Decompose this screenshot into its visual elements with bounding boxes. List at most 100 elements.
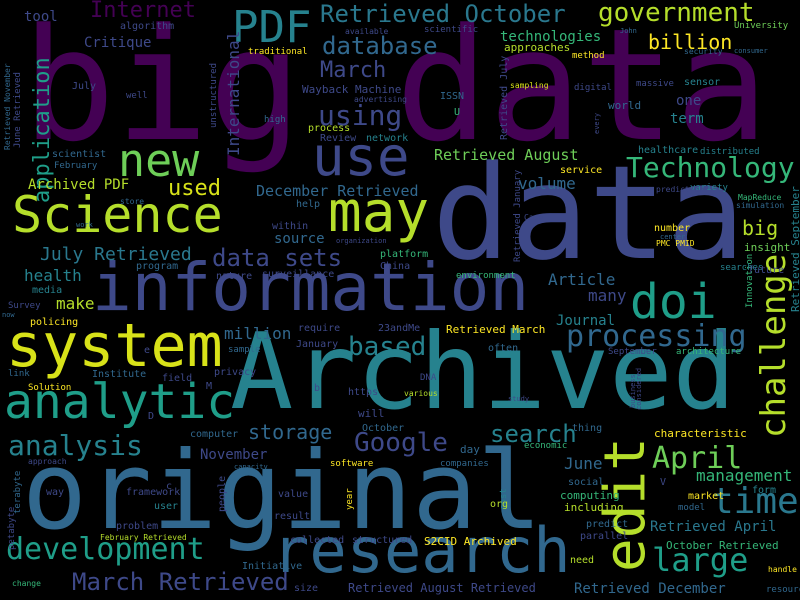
word-use: use — [312, 125, 410, 188]
word-big: big — [742, 216, 779, 240]
word-retrieved-december: Retrieved December — [574, 581, 726, 597]
word-social: social — [568, 477, 605, 488]
word-surveillance: surveillance — [262, 269, 335, 280]
word-environment: environment — [456, 271, 516, 281]
word-c: c — [166, 481, 173, 492]
word-study: study — [508, 395, 530, 403]
word-network: network — [366, 133, 409, 144]
word-used: used — [168, 176, 221, 201]
word-insight: insight — [744, 241, 791, 254]
word-business: business — [629, 374, 637, 408]
word-way: way — [46, 487, 65, 498]
word-archived: Archived — [230, 311, 736, 433]
word-retrieved-november: Retrieved November — [3, 63, 12, 150]
word-doi: doi — [630, 274, 717, 330]
word-data: data — [432, 137, 746, 289]
word-characteristic: characteristic — [654, 427, 747, 440]
word-computing: computing — [560, 489, 620, 502]
word-algorithm: algorithm — [120, 21, 175, 32]
word-september: September — [608, 347, 657, 357]
word-result: result — [274, 511, 311, 522]
word-approaches: approaches — [504, 41, 571, 54]
word-traditional: traditional — [248, 47, 308, 57]
word-b: b — [314, 383, 321, 394]
word-u: U — [454, 107, 461, 118]
word-often: often — [488, 343, 519, 354]
word-approach: approach — [28, 457, 67, 466]
word-including: including — [564, 501, 624, 514]
word-parallel: parallel — [580, 531, 629, 542]
word-health: health — [24, 266, 82, 285]
word-storage: storage — [248, 420, 333, 444]
word-https: https — [348, 387, 379, 398]
word-july-retrieved: July Retrieved — [40, 244, 192, 265]
word-internet: Internet — [90, 0, 196, 23]
word-critique: Critique — [84, 35, 152, 51]
word-change: change — [12, 579, 41, 588]
word-one: one — [676, 93, 702, 109]
word-original: original — [22, 429, 543, 554]
word-initiative: Initiative — [242, 561, 303, 572]
word-issn: ISSN — [440, 91, 465, 102]
word-economic: economic — [524, 441, 568, 451]
word-capacity: capacity — [234, 463, 268, 471]
word-simulation: simulation — [736, 201, 785, 210]
word-model: model — [678, 503, 706, 513]
word-nature: nature — [216, 271, 253, 282]
word-source: source — [274, 231, 325, 247]
word-retrieved-april: Retrieved April — [650, 519, 777, 535]
word-software: software — [330, 459, 374, 469]
word-framework: framework — [126, 487, 181, 498]
word-institute: Institute — [92, 369, 147, 380]
word-international: International — [224, 30, 243, 156]
word-volume: volume — [518, 174, 576, 193]
word-organization: organization — [336, 237, 387, 245]
word-companies: companies — [440, 459, 489, 469]
word-need: need — [570, 555, 595, 566]
word-retrieved-january: Retrieved January — [513, 169, 523, 262]
word-dna: DNA — [420, 373, 437, 383]
word-database: database — [322, 32, 438, 60]
word-platform: platform — [380, 249, 429, 260]
word-term: term — [670, 111, 704, 127]
word-various: various — [404, 389, 438, 398]
word-technology: Technology — [626, 151, 795, 184]
word-large: large — [652, 541, 749, 579]
word-using: using — [318, 99, 403, 132]
word-information: information — [92, 249, 530, 326]
word-development: development — [6, 532, 205, 567]
word-center: center — [660, 233, 686, 241]
word-analysis: analysis — [8, 429, 143, 462]
word-structured: structured — [352, 535, 413, 546]
word-big-data: big data — [22, 0, 769, 176]
word-world: world — [608, 99, 642, 112]
word-considered: considered — [635, 367, 643, 410]
word-new: new — [118, 134, 200, 187]
word-media: media — [32, 285, 63, 296]
word-government: government — [598, 0, 755, 28]
word-resource: resource — [766, 585, 800, 595]
word-will: will — [358, 407, 385, 420]
word-s2cid-archived: S2CID Archived — [424, 535, 517, 548]
word-based: based — [348, 332, 427, 362]
word-many: many — [588, 286, 627, 305]
word-pdf: PDF — [232, 2, 312, 53]
word-article: Article — [548, 270, 616, 289]
word-number: number — [654, 223, 691, 234]
word-security: security — [684, 47, 723, 56]
word-problem: problem — [116, 521, 159, 532]
word-may: may — [328, 180, 430, 245]
word-now: now — [2, 311, 15, 319]
word-technologies: technologies — [500, 29, 602, 45]
word-link: link — [8, 369, 30, 379]
word-wayback-machine: Wayback Machine — [302, 83, 402, 96]
word-searches: searches — [720, 263, 764, 273]
word-retrieved-july: Retrieved July — [499, 55, 510, 140]
word-within: within — [272, 221, 309, 232]
word-high: high — [264, 115, 286, 125]
word-mapreduce: MapReduce — [738, 193, 782, 202]
word-china: China — [380, 261, 411, 272]
word-sensor: sensor — [684, 77, 721, 88]
word-method: method — [572, 51, 605, 61]
